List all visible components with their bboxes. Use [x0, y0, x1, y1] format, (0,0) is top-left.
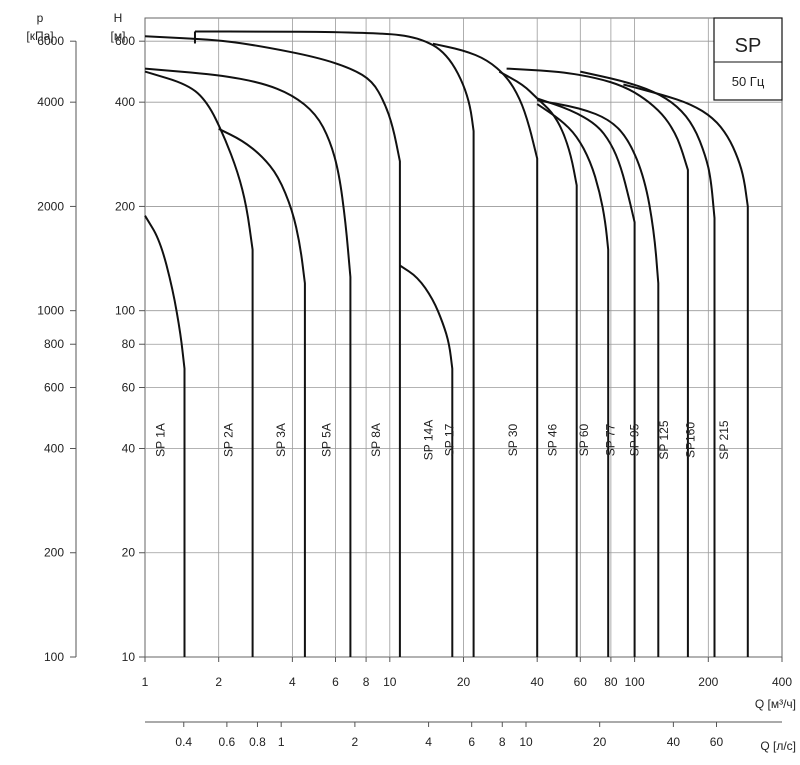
grid [144, 17, 783, 658]
series-label-sp30: SP 30 [506, 423, 520, 456]
p-axis-label: p [37, 11, 44, 25]
series-label-sp46: SP 46 [546, 423, 560, 456]
axes: 6004002001008060402010600040002000100080… [37, 34, 792, 749]
curve-sp95 [537, 99, 660, 657]
series-label-sp125: SP 125 [657, 420, 671, 459]
q-ls-tick-label: 0.4 [175, 735, 192, 749]
series-label-sp8a: SP 8A [369, 423, 383, 457]
h-tick-label: 60 [122, 381, 136, 395]
performance-curves [144, 30, 749, 657]
curve-sp77 [536, 97, 636, 657]
series-label-sp95: SP 95 [627, 423, 641, 456]
q-tick-label: 2 [215, 675, 222, 689]
p-tick-label: 600 [44, 381, 64, 395]
h-axis-unit: [м] [111, 29, 126, 43]
series-label-sp2a: SP 2A [222, 423, 236, 457]
p-tick-label: 2000 [37, 199, 64, 213]
q-tick-label: 1 [142, 675, 149, 689]
h-tick-label: 10 [122, 650, 136, 664]
p-tick-label: 400 [44, 441, 64, 455]
q-tick-label: 20 [457, 675, 471, 689]
p-tick-label: 800 [44, 337, 64, 351]
q-ls-tick-label: 2 [352, 735, 359, 749]
bottom-axis-title: Q [м³/ч] [755, 697, 796, 711]
q-ls-tick-label: 4 [425, 735, 432, 749]
h-tick-label: 600 [115, 34, 135, 48]
q-tick-label: 60 [574, 675, 588, 689]
series-label-sp160: SP160 [684, 422, 698, 458]
q-ls-tick-label: 6 [468, 735, 475, 749]
q-ls-tick-label: 60 [710, 735, 724, 749]
curve-sp2a [144, 70, 254, 657]
h-tick-label: 100 [115, 304, 135, 318]
series-labels: SP 1A SP 2A SP 3A SP 5A SP 8A SP 14A SP 17 SP 3… [154, 420, 731, 460]
bottom-second-axis-title: Q [л/с] [760, 739, 796, 753]
h-tick-label: 80 [122, 337, 136, 351]
q-ls-tick-label: 10 [519, 735, 533, 749]
q-tick-label: 8 [363, 675, 370, 689]
q-tick-label: 400 [772, 675, 792, 689]
series-label-sp77: SP 77 [604, 423, 618, 456]
q-tick-label: 200 [698, 675, 718, 689]
curve-sp5a [144, 67, 352, 657]
q-tick-label: 80 [604, 675, 618, 689]
p-tick-label: 6000 [37, 34, 64, 48]
series-label-sp14a: SP 14A [421, 420, 435, 460]
curve-sp30 [432, 42, 539, 657]
p-tick-label: 100 [44, 650, 64, 664]
left-inner-axis-title: H [м] [111, 11, 126, 43]
curve-sp3a [218, 127, 306, 657]
series-label-sp215: SP 215 [717, 420, 731, 459]
p-axis-unit: [кПа] [26, 29, 53, 43]
h-tick-label: 400 [115, 95, 135, 109]
series-label-sp1a: SP 1A [154, 423, 168, 457]
q-ls-tick-label: 1 [278, 735, 285, 749]
h-tick-label: 200 [115, 199, 135, 213]
series-label-sp5a: SP 5A [319, 423, 333, 457]
p-tick-label: 200 [44, 546, 64, 560]
series-label-sp17: SP 17 [443, 423, 457, 456]
legend-title: SP [735, 35, 762, 57]
h-tick-label: 40 [122, 441, 136, 455]
q-tick-label: 100 [625, 675, 645, 689]
curve-sp46 [498, 70, 578, 657]
h-axis-label: H [114, 11, 123, 25]
curve-sp160 [580, 70, 716, 657]
curve-sp125 [506, 67, 689, 657]
q-ls-tick-label: 0.6 [219, 735, 236, 749]
q-tick-label: 40 [531, 675, 545, 689]
h-tick-label: 20 [122, 546, 136, 560]
curve-sp60 [536, 103, 610, 657]
q-tick-label: 6 [332, 675, 339, 689]
q-ls-tick-label: 40 [667, 735, 681, 749]
q-ls-tick-label: 20 [593, 735, 607, 749]
curve-sp1a [144, 215, 186, 657]
q-ls-tick-label: 8 [499, 735, 506, 749]
legend-box: SP 50 Гц [713, 17, 783, 101]
series-label-sp60: SP 60 [577, 423, 591, 456]
series-label-sp3a: SP 3A [274, 423, 288, 457]
curve-sp14a [399, 264, 454, 657]
legend-subtitle: 50 Гц [732, 74, 765, 89]
p-tick-label: 1000 [37, 304, 64, 318]
q-tick-label: 4 [289, 675, 296, 689]
p-tick-label: 4000 [37, 95, 64, 109]
q-tick-label: 10 [383, 675, 397, 689]
curve-sp8a [144, 35, 401, 657]
q-ls-tick-label: 0.8 [249, 735, 266, 749]
left-outer-axis-title: p [кПа] [26, 11, 53, 43]
curve-sp215 [623, 83, 749, 657]
curve-sp17 [195, 30, 475, 657]
